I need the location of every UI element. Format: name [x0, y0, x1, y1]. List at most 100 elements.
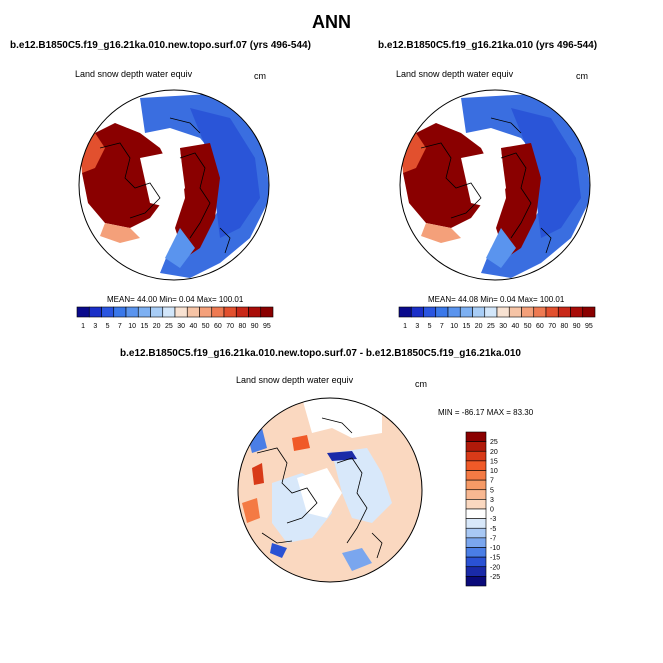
panel-2-map [399, 89, 591, 281]
panel-3-colorbar-label: 20 [490, 449, 498, 456]
panel-3-colorbar-box [465, 489, 487, 500]
panel-2-colorbar-label: 15 [462, 323, 470, 330]
panel-3-colorbar-box [465, 450, 487, 462]
panel-3-colorbar-box [465, 479, 487, 491]
panel-1-colorbar-label: 3 [93, 323, 97, 330]
panel-2-colorbar-label: 80 [560, 323, 568, 330]
panel-1-colorbar-box [223, 306, 237, 318]
panel-2-title: b.e12.B1850C5.f19_g16.21ka.010 (yrs 496-… [378, 40, 598, 51]
panel-3-colorbar: 25 20 15 10 7 5 3 0 -3 -5 -7 -10 -15 -20 -25 [465, 431, 500, 587]
panel-3-colorbar-box [465, 508, 487, 519]
panel-2-colorbar-box [410, 306, 424, 318]
panel-1-colorbar-label: 30 [177, 323, 185, 330]
panel-3-colorbar-label: 10 [490, 468, 498, 475]
panel-2-colorbar-box [435, 306, 449, 318]
panel-2-colorbar-label: 10 [450, 323, 458, 330]
panel-2-colorbar-label: 90 [573, 323, 581, 330]
panel-1-units-label: cm [254, 71, 266, 81]
panel-2-map-boundary [399, 89, 591, 281]
panel-2-colorbar-box [447, 306, 461, 318]
panel-3-field [238, 398, 422, 582]
panel-1-colorbar-label: 7 [118, 323, 122, 330]
panel-3-colorbar-label: 7 [490, 478, 494, 485]
panel-2-colorbar-box [508, 306, 522, 318]
panel-2-colorbar-box [496, 306, 510, 318]
panel-2-colorbar-label: 25 [487, 323, 495, 330]
panel-3-map [237, 397, 423, 583]
panel-2-colorbar-box [557, 306, 571, 318]
panel-1-variable-label: Land snow depth water equiv [75, 69, 193, 79]
panel-1-title: b.e12.B1850C5.f19_g16.21ka.010.new.topo.… [10, 40, 311, 51]
panel-3-colorbar-label: 25 [490, 439, 498, 446]
panel-2-field [400, 90, 590, 280]
panel-2-units-label: cm [576, 71, 588, 81]
panel-2-colorbar-label: 1 [403, 323, 407, 330]
panel-1-colorbar-box [248, 306, 262, 318]
panel-2-colorbar-label: 60 [536, 323, 544, 330]
figure-title: ANN [312, 12, 351, 32]
panel-3-colorbar-label: 15 [490, 458, 498, 465]
panel-1-colorbar-label: 25 [165, 323, 173, 330]
panel-3-variable-label: Land snow depth water equiv [236, 375, 354, 385]
panel-1-coastlines [99, 117, 231, 254]
panel-1-map [78, 89, 270, 281]
panel-3-colorbar-label: 0 [490, 507, 494, 514]
panel-2-colorbar-label: 20 [475, 323, 483, 330]
panel-1-colorbar-label: 20 [153, 323, 161, 330]
panel-3-colorbar-box [465, 576, 487, 587]
panel-3-colorbar-box [465, 527, 487, 539]
panel-2-colorbar-labels: 1 3 5 7 10 15 20 25 30 40 50 60 70 80 90 95 [403, 323, 593, 330]
panel-3-title: b.e12.B1850C5.f19_g16.21ka.010.new.topo.… [120, 348, 521, 359]
panel-1-colorbar-box [211, 306, 225, 318]
panel-3-colorbar-label: -10 [490, 545, 500, 552]
panel-3-units-label: cm [415, 379, 427, 389]
panel-2-colorbar-label: 7 [440, 323, 444, 330]
panel-2-colorbar-box [484, 306, 498, 318]
panel-3-colorbar-boxes [465, 431, 487, 587]
panel-2-colorbar-label: 40 [511, 323, 519, 330]
panel-1-colorbar-label: 70 [226, 323, 234, 330]
panel-2-colorbar-label: 30 [499, 323, 507, 330]
panel-3-colorbar-box [465, 566, 487, 577]
panel-3-colorbar-label: 3 [490, 497, 494, 504]
panel-2-colorbar-box [423, 306, 437, 318]
panel-3-colorbar-box [465, 547, 487, 558]
panel-2-colorbar-label: 50 [524, 323, 532, 330]
panel-1-colorbar-label: 10 [128, 323, 136, 330]
panel-1-colorbar-label: 40 [189, 323, 197, 330]
panel-3-colorbar-label: -20 [490, 564, 500, 571]
panel-3-coastlines [256, 417, 383, 559]
panel-1-colorbar-box [101, 306, 115, 318]
panel-1-colorbar-label: 60 [214, 323, 222, 330]
panel-1-colorbar-label: 1 [81, 323, 85, 330]
panel-3-stats: MIN = -86.17 MAX = 83.30 [438, 408, 534, 417]
panel-1-colorbar-box [150, 306, 164, 318]
panel-3-colorbar-label: 5 [490, 487, 494, 494]
panel-2-variable-label: Land snow depth water equiv [396, 69, 514, 79]
panel-1-field [79, 90, 269, 280]
panel-1-colorbar-box [174, 306, 188, 318]
panel-2-colorbar: 1 3 5 7 10 15 20 25 30 40 50 60 70 80 90 95 [398, 306, 596, 330]
panel-2-colorbar-box [521, 306, 535, 318]
panel-3-colorbar-box [465, 431, 487, 442]
panel-3-colorbar-label: -7 [490, 535, 496, 542]
panel-2-colorbar-box [472, 306, 486, 318]
panel-3-colorbar-box [465, 499, 487, 510]
panel-3-colorbar-box [465, 556, 487, 568]
panel-1-colorbar: 1 3 5 7 10 15 20 25 30 40 50 60 70 80 90 95 [76, 306, 274, 330]
panel-1-colorbar-box [186, 306, 200, 318]
panel-2-colorbar-box [545, 306, 559, 318]
panel-1-colorbar-box [137, 306, 151, 318]
panel-3-colorbar-box [465, 537, 487, 548]
panel-3-colorbar-box [465, 441, 487, 452]
panel-3-colorbar-box [465, 460, 487, 471]
panel-1-colorbar-box [260, 306, 274, 318]
panel-1-colorbar-box [125, 306, 139, 318]
panel-1-colorbar-box [162, 306, 176, 318]
panel-2-colorbar-label: 3 [415, 323, 419, 330]
panel-2-colorbar-label: 70 [548, 323, 556, 330]
panel-1-colorbar-box [88, 306, 102, 318]
panel-1-colorbar-label: 5 [106, 323, 110, 330]
panel-1-map-boundary [78, 89, 270, 281]
panel-2-colorbar-box [582, 306, 596, 318]
